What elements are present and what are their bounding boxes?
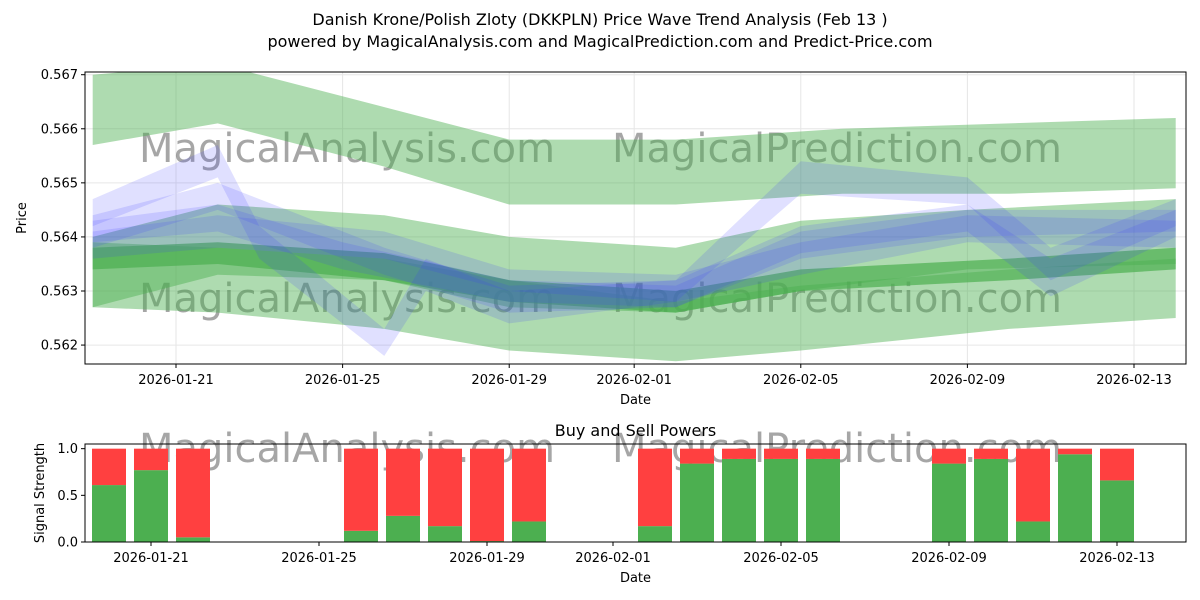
- y-tick-label: 0.567: [41, 68, 78, 83]
- x-tick-label: 2026-01-25: [305, 373, 381, 388]
- buy-bar: [638, 526, 672, 542]
- y-tick-label: 0.564: [41, 230, 78, 245]
- sell-bar: [806, 448, 840, 459]
- sell-bar: [974, 448, 1008, 459]
- buy-bar: [92, 485, 126, 542]
- y-tick-label: 0.563: [41, 285, 78, 300]
- y-tick-label: 0.5: [57, 489, 78, 504]
- sell-bar: [344, 448, 378, 531]
- signal-plot-frame: [84, 443, 1187, 543]
- sell-bar: [680, 448, 714, 464]
- y-tick-label: 0.566: [41, 122, 78, 137]
- chart-title: Danish Krone/Polish Zloty (DKKPLN) Price…: [312, 10, 888, 29]
- sell-bar: [1058, 448, 1092, 455]
- x-tick-label: 2026-01-29: [471, 373, 547, 388]
- y-tick-label: 0.0: [57, 536, 78, 551]
- sell-bar: [512, 448, 546, 522]
- green-wave-band: [92, 199, 1176, 313]
- price-plot-frame: [84, 71, 1187, 365]
- buy-bar: [344, 530, 378, 542]
- buy-bar: [974, 458, 1008, 542]
- x-tick-label: 2026-02-05: [743, 551, 819, 566]
- y-axis-label: Price: [15, 202, 30, 234]
- x-tick-label: 2026-01-21: [138, 373, 214, 388]
- sell-bar: [638, 448, 672, 527]
- green-wave-band: [92, 242, 1176, 313]
- sell-bar: [932, 448, 966, 464]
- buy-bar: [806, 458, 840, 542]
- x-tick-label: 2026-02-13: [1096, 373, 1172, 388]
- x-tick-label: 2026-02-13: [1079, 551, 1155, 566]
- y-axis-label: Signal Strength: [33, 443, 48, 543]
- sell-bar: [428, 448, 462, 527]
- buy-bar: [932, 463, 966, 542]
- x-tick-label: 2026-02-01: [596, 373, 672, 388]
- watermark-text: MagicalPrediction.com: [612, 126, 1062, 172]
- x-tick-label: 2026-02-01: [575, 551, 651, 566]
- sell-bar: [92, 448, 126, 486]
- x-tick-label: 2026-01-25: [281, 551, 357, 566]
- y-tick-label: 0.562: [41, 339, 78, 354]
- buy-bar: [722, 458, 756, 542]
- y-tick-label: 1.0: [57, 442, 78, 457]
- x-tick-label: 2026-02-09: [911, 551, 987, 566]
- x-tick-label: 2026-02-09: [930, 373, 1006, 388]
- sell-bar: [176, 448, 210, 538]
- watermark-text: MagicalAnalysis.com: [139, 126, 555, 172]
- buy-bar: [680, 463, 714, 542]
- sell-bar: [764, 448, 798, 459]
- x-axis-label: Date: [620, 571, 651, 586]
- blue-wave-band: [92, 182, 1176, 313]
- blue-wave-band: [92, 145, 1176, 356]
- sell-bar: [1100, 448, 1134, 481]
- x-tick-label: 2026-02-05: [763, 373, 839, 388]
- x-tick-label: 2026-01-21: [113, 551, 189, 566]
- buy-bar: [1016, 521, 1050, 542]
- buy-bar: [512, 521, 546, 542]
- blue-wave-band: [92, 204, 1176, 308]
- buy-bar: [764, 458, 798, 542]
- buy-bar: [134, 470, 168, 542]
- blue-wave-band: [92, 215, 1176, 302]
- buy-bar: [176, 537, 210, 542]
- sell-bar: [470, 448, 504, 542]
- bottom-chart-title: Buy and Sell Powers: [555, 421, 717, 440]
- x-tick-label: 2026-01-29: [449, 551, 525, 566]
- buy-bar: [428, 526, 462, 542]
- buy-bar: [1100, 480, 1134, 542]
- sell-bar: [722, 448, 756, 459]
- buy-bar: [1058, 454, 1092, 542]
- sell-bar: [134, 448, 168, 471]
- x-axis-label: Date: [620, 393, 651, 408]
- buy-bar: [386, 515, 420, 542]
- y-tick-label: 0.565: [41, 176, 78, 191]
- sell-bar: [1016, 448, 1050, 522]
- chart-subtitle: powered by MagicalAnalysis.com and Magic…: [267, 32, 933, 51]
- green-wave-band: [92, 72, 1176, 205]
- sell-bar: [386, 448, 420, 516]
